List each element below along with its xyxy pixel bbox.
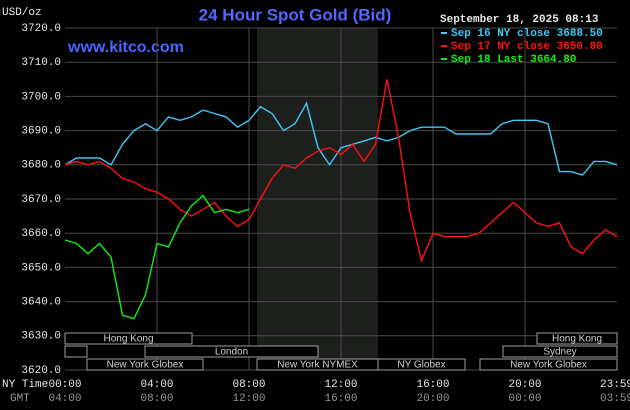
y-tick-label: 3670.0 xyxy=(21,194,61,206)
x-tick-label: 04:00 xyxy=(140,379,173,391)
timestamp: September 18, 2025 08:13 xyxy=(440,14,599,26)
session-label: New York NYMEX xyxy=(277,360,358,371)
gmt-tick-label: 03:59 xyxy=(600,393,630,405)
series-line xyxy=(64,79,618,263)
y-tick-label: 3660.0 xyxy=(21,228,61,240)
y-tick-label: 3650.0 xyxy=(21,262,61,274)
session-label: Hong Kong xyxy=(103,334,153,345)
sessions: Hong Kong London New York Globex New York N… xyxy=(64,332,618,371)
x-tick-label: 16:00 xyxy=(416,379,449,391)
y-tick-label: 3620.0 xyxy=(21,365,61,377)
session-box xyxy=(86,358,204,371)
session-box xyxy=(64,345,88,358)
session-label: New York Globex xyxy=(107,360,184,371)
watermark: www.kitco.com xyxy=(67,39,184,56)
session-box xyxy=(377,358,466,371)
y-axis-label: USD/oz xyxy=(2,7,42,19)
x-tick-label: 00:00 xyxy=(48,379,81,391)
x-tick-label: 20:00 xyxy=(508,379,541,391)
legend-label: Sep 16 NY close 3688.50 xyxy=(451,28,603,40)
session-label: Hong Kong xyxy=(552,334,602,345)
x-row-label: NY Time xyxy=(2,379,48,391)
session-label: London xyxy=(215,347,248,358)
session-label: NY Globex xyxy=(397,360,445,371)
y-tick-label: 3640.0 xyxy=(21,297,61,309)
session-box xyxy=(144,345,319,358)
x-tick-label: 12:00 xyxy=(324,379,357,391)
x-tick-label: 23:59 xyxy=(600,379,630,391)
chart-title: 24 Hour Spot Gold (Bid) xyxy=(199,5,392,24)
gmt-tick-label: 20:00 xyxy=(416,393,449,405)
y-tick-label: 3710.0 xyxy=(21,57,61,69)
session-label: Sydney xyxy=(543,347,576,358)
gmt-tick-label: 08:00 xyxy=(140,393,173,405)
legend-label: Sep 18 Last 3664.80 xyxy=(451,54,576,66)
y-tick-label: 3720.0 xyxy=(21,23,61,35)
session-box xyxy=(479,358,618,371)
session-box xyxy=(536,332,618,345)
gmt-tick-label: 16:00 xyxy=(324,393,357,405)
y-tick-label: 3630.0 xyxy=(21,331,61,343)
session-box xyxy=(502,345,618,358)
gmt-tick-label: 04:00 xyxy=(48,393,81,405)
series-line xyxy=(64,101,618,176)
legend-label: Sep 17 NY close 3650.80 xyxy=(451,41,603,53)
x-row-label: GMT xyxy=(10,393,30,405)
series-line xyxy=(64,194,250,320)
session-label: New York Globex xyxy=(510,360,587,371)
y-tick-label: 3680.0 xyxy=(21,160,61,172)
gmt-tick-label: 00:00 xyxy=(508,393,541,405)
session-box xyxy=(64,332,193,345)
y-tick-label: 3700.0 xyxy=(21,91,61,103)
y-tick-label: 3690.0 xyxy=(21,126,61,138)
x-tick-label: 08:00 xyxy=(232,379,265,391)
gmt-tick-label: 12:00 xyxy=(232,393,265,405)
